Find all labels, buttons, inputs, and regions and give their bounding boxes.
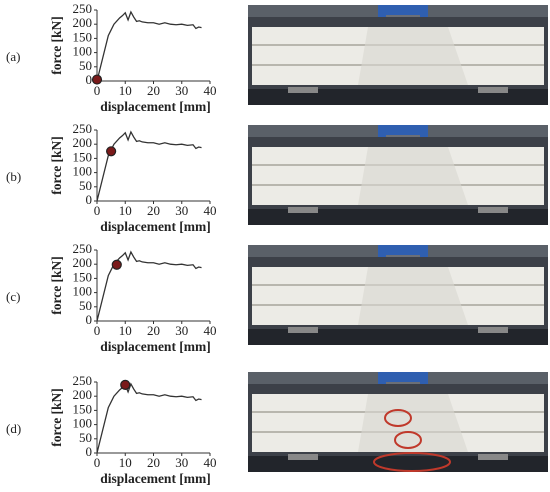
x-tick-label: 30 [175, 455, 188, 470]
x-tick-label: 20 [147, 323, 160, 338]
y-tick-label: 150 [73, 269, 93, 284]
panel-label: (d) [6, 421, 21, 436]
y-axis-label: force [kN] [49, 136, 64, 195]
y-axis-label: force [kN] [49, 388, 64, 447]
x-tick-label: 0 [94, 323, 101, 338]
x-tick-label: 20 [147, 83, 160, 98]
marker [111, 259, 122, 270]
line [96, 382, 202, 454]
line [96, 250, 202, 322]
y-tick-label: 100 [73, 164, 93, 179]
x-tick-label: 30 [175, 203, 188, 218]
y-tick-label: 100 [73, 284, 93, 299]
x-tick-label: 40 [204, 323, 217, 338]
x-tick-label: 40 [204, 83, 217, 98]
y-tick-label: 0 [86, 444, 93, 459]
x-tick-label: 20 [147, 203, 160, 218]
x-tick-label: 40 [204, 455, 217, 470]
y-tick-label: 50 [79, 178, 92, 193]
x-axis-label: displacement [mm] [100, 339, 211, 354]
photo [247, 371, 549, 473]
y-tick-label: 150 [73, 149, 93, 164]
crack-highlights [373, 409, 451, 472]
line [96, 10, 202, 82]
panel-label: (c) [6, 289, 20, 304]
marker [91, 74, 103, 85]
y-tick-label: 150 [73, 29, 93, 44]
y-tick-label: 0 [86, 192, 93, 207]
y-tick-label: 250 [73, 1, 93, 16]
x-axis-label: displacement [mm] [100, 471, 211, 486]
x-tick-label: 0 [94, 203, 101, 218]
x-axis-label: displacement [mm] [100, 219, 211, 234]
photo [247, 244, 549, 346]
marker [120, 379, 131, 390]
x-axis-label: displacement [mm] [100, 99, 211, 114]
x-tick-label: 30 [175, 83, 188, 98]
y-tick-label: 0 [86, 312, 93, 327]
x-tick-label: 10 [119, 203, 132, 218]
y-tick-label: 250 [73, 241, 93, 256]
x-tick-label: 30 [175, 323, 188, 338]
photo [247, 124, 549, 226]
y-axis-label: force [kN] [49, 256, 64, 315]
x-tick-label: 10 [119, 455, 132, 470]
y-tick-label: 0 [86, 72, 93, 87]
x-tick-label: 10 [119, 83, 132, 98]
y-axis-label: force [kN] [49, 16, 64, 75]
y-tick-label: 200 [73, 135, 93, 150]
y-tick-label: 50 [79, 58, 92, 73]
line [96, 130, 202, 202]
panel-label: (b) [6, 169, 21, 184]
panel-label: (a) [6, 49, 20, 64]
y-tick-label: 50 [79, 298, 92, 313]
y-tick-label: 200 [73, 255, 93, 270]
x-tick-label: 10 [119, 323, 132, 338]
x-tick-label: 0 [94, 455, 101, 470]
y-tick-label: 200 [73, 387, 93, 402]
marker [106, 146, 117, 157]
x-tick-label: 20 [147, 455, 160, 470]
x-tick-label: 40 [204, 203, 217, 218]
y-tick-label: 250 [73, 373, 93, 388]
y-tick-label: 100 [73, 44, 93, 59]
y-tick-label: 200 [73, 15, 93, 30]
y-tick-label: 250 [73, 121, 93, 136]
y-tick-label: 50 [79, 430, 92, 445]
y-tick-label: 150 [73, 401, 93, 416]
photo [247, 4, 549, 106]
y-tick-label: 100 [73, 416, 93, 431]
x-tick-label: 0 [94, 83, 101, 98]
